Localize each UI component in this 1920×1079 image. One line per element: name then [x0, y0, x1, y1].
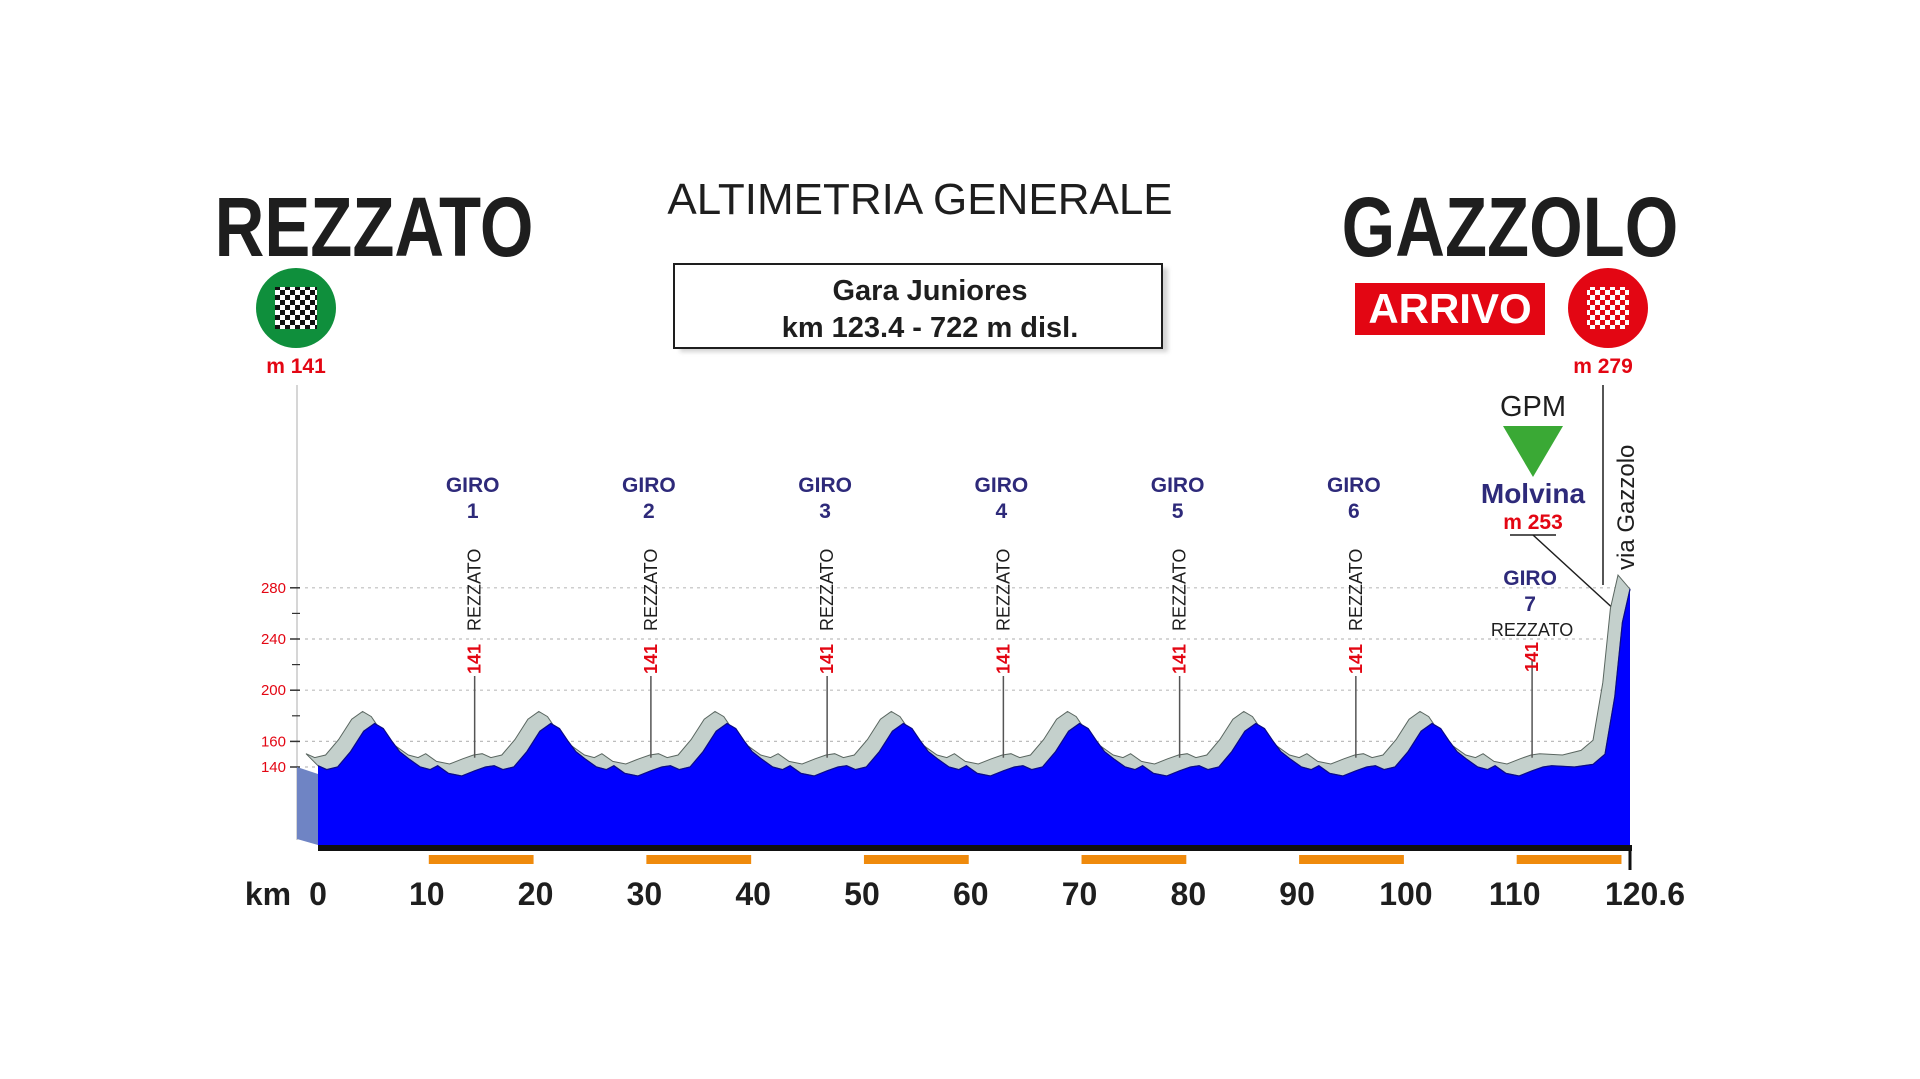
lap-giro-label: GIRO	[975, 474, 1029, 497]
lap-town: REZZATO	[1491, 620, 1573, 640]
race-category: Gara Juniores	[832, 275, 1027, 307]
y-tick-label: 160	[261, 733, 286, 750]
lap-marker: GIRO 5 141 REZZATO	[1151, 474, 1205, 758]
lap-marker: GIRO 1 141 REZZATO	[446, 474, 500, 758]
circuit-segment	[646, 855, 752, 864]
x-tick-label: 80	[1171, 876, 1207, 912]
lap-number: 1	[467, 500, 479, 523]
lap-number: 2	[643, 500, 655, 523]
x-tick-label: 100	[1379, 876, 1432, 912]
finish-street: via Gazzolo	[1613, 445, 1640, 570]
start-altitude: m 141	[266, 355, 326, 378]
lap-altitude: 141	[641, 644, 661, 674]
start-flag-icon	[256, 268, 336, 348]
circuit-segment	[863, 855, 969, 864]
y-tick-label: 200	[261, 682, 286, 699]
circuit-segment	[1299, 855, 1404, 864]
x-tick-label: 50	[844, 876, 880, 912]
x-axis-bar	[318, 845, 1632, 851]
lap-marker: GIRO 4 141 REZZATO	[975, 474, 1029, 758]
race-distance: km 123.4 - 722 m disl.	[782, 312, 1079, 344]
y-tick-label: 140	[261, 759, 286, 776]
elevation-line	[317, 588, 1631, 777]
gpm-leader-line	[1532, 534, 1618, 613]
lap-markers: GIRO1141REZZATOGIRO2141REZZATOGIRO3141RE…	[446, 474, 1573, 758]
x-tick-label: 90	[1279, 876, 1315, 912]
lap-town: REZZATO	[1346, 549, 1366, 631]
lap-altitude: 141	[1346, 644, 1366, 674]
finish-city: GAZZOLO	[1342, 181, 1679, 275]
x-tick-label: 40	[735, 876, 771, 912]
x-axis-ticks: 0 10 20 30 40 50 60 70 80 90 100 110 120.6	[309, 876, 1685, 912]
start-city: REZZATO	[215, 181, 534, 275]
circuit-segments	[428, 855, 1622, 864]
lap-town: REZZATO	[641, 549, 661, 631]
finish-flag-icon	[1568, 268, 1648, 348]
circuit-segment	[428, 855, 534, 864]
lap-giro-label: GIRO	[1327, 474, 1381, 497]
x-tick-label: 120.6	[1605, 876, 1685, 912]
y-tick-label: 280	[261, 580, 286, 597]
circuit-segment	[1081, 855, 1187, 864]
lap-altitude: 141	[1170, 644, 1190, 674]
lap-number: 5	[1172, 500, 1184, 523]
lap-number: 3	[819, 500, 831, 523]
lap-number: 7	[1524, 593, 1536, 616]
lap-number: 6	[1348, 500, 1360, 523]
lap-giro-label: GIRO	[798, 474, 852, 497]
gpm-name: Molvina	[1481, 478, 1586, 509]
x-tick-label: 20	[518, 876, 554, 912]
circuit-segment	[1516, 855, 1622, 864]
lap-giro-label: GIRO	[446, 474, 500, 497]
x-tick-label: 10	[409, 876, 445, 912]
x-tick-label: 60	[953, 876, 989, 912]
lap-town: REZZATO	[465, 549, 485, 631]
lap-town: REZZATO	[817, 549, 837, 631]
finish-altitude: m 279	[1573, 355, 1633, 378]
x-tick-label: 110	[1489, 876, 1541, 912]
lap-marker: GIRO 3 141 REZZATO	[798, 474, 852, 758]
lap-altitude: 141	[465, 644, 485, 674]
gpm-label: GPM	[1500, 391, 1566, 423]
elevation-profile	[305, 574, 1631, 845]
lap-marker: GIRO 2 141 REZZATO	[622, 474, 676, 758]
lap-altitude: 141	[817, 644, 837, 674]
lap-giro-label: GIRO	[622, 474, 676, 497]
gpm-altitude: m 253	[1503, 511, 1563, 534]
race-info-box: Gara Juniores km 123.4 - 722 m disl.	[673, 263, 1168, 352]
lap-town: REZZATO	[1170, 549, 1190, 631]
arrivo-label: ARRIVO	[1368, 285, 1531, 332]
start-edge-face	[297, 767, 318, 845]
lap-number: 4	[996, 500, 1008, 523]
x-tick-label: 30	[627, 876, 663, 912]
page-title: ALTIMETRIA GENERALE	[667, 175, 1172, 224]
lap-giro-label: GIRO	[1151, 474, 1205, 497]
elevation-area	[318, 589, 1630, 845]
arrivo-badge: ARRIVO	[1355, 283, 1545, 335]
lap-town: REZZATO	[993, 549, 1013, 631]
lap-altitude: 141	[1522, 642, 1542, 672]
x-axis-unit: km	[245, 876, 291, 912]
y-tick-label: 240	[261, 631, 286, 648]
lap-giro-label: GIRO	[1503, 567, 1557, 590]
lap-marker: GIRO 6 141 REZZATO	[1327, 474, 1381, 758]
y-axis-ticks: 140 160 200 240 280	[261, 580, 300, 776]
x-tick-label: 70	[1062, 876, 1098, 912]
gpm-triangle-icon	[1503, 426, 1563, 477]
x-tick-label: 0	[309, 876, 327, 912]
lap-altitude: 141	[993, 644, 1013, 674]
